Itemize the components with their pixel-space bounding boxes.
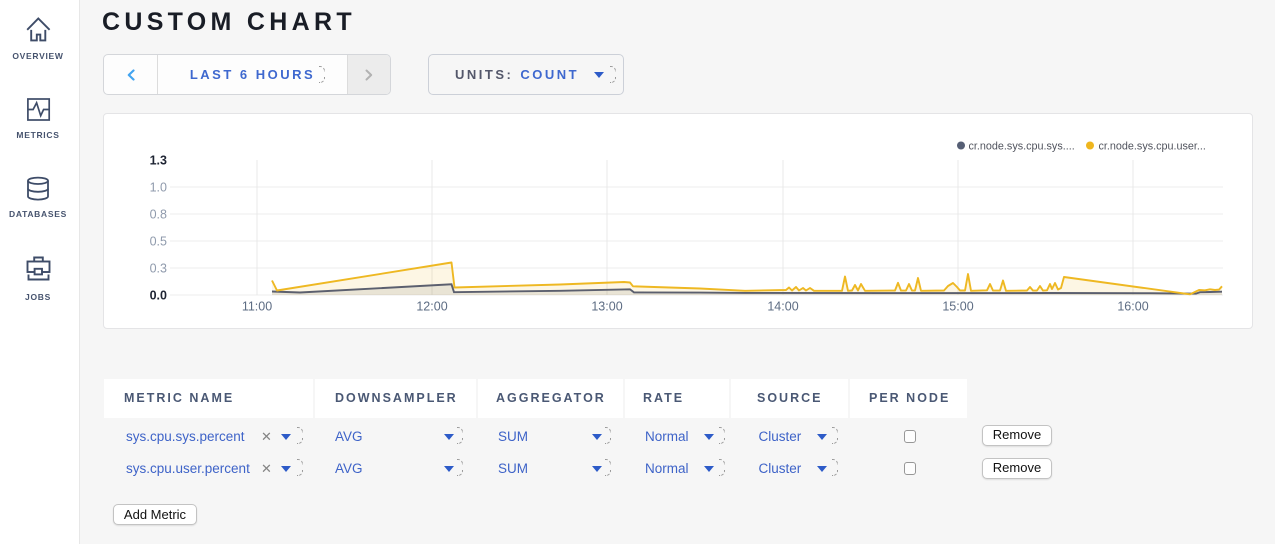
svg-text:16:00: 16:00 (1117, 300, 1148, 314)
svg-text:0.3: 0.3 (150, 262, 167, 276)
svg-text:12:00: 12:00 (416, 300, 447, 314)
svg-text:cr.node.sys.cpu.sys....: cr.node.sys.cpu.sys.... (969, 141, 1075, 153)
svg-text:13:00: 13:00 (591, 300, 622, 314)
svg-text:0.8: 0.8 (150, 208, 167, 222)
svg-text:11:00: 11:00 (242, 300, 272, 314)
svg-text:1.0: 1.0 (150, 181, 167, 195)
svg-text:14:00: 14:00 (767, 300, 798, 314)
svg-text:1.3: 1.3 (150, 154, 167, 168)
svg-text:0.5: 0.5 (150, 235, 167, 249)
svg-text:15:00: 15:00 (942, 300, 973, 314)
svg-text:cr.node.sys.cpu.user...: cr.node.sys.cpu.user... (1099, 141, 1206, 153)
svg-text:0.0: 0.0 (150, 289, 167, 303)
